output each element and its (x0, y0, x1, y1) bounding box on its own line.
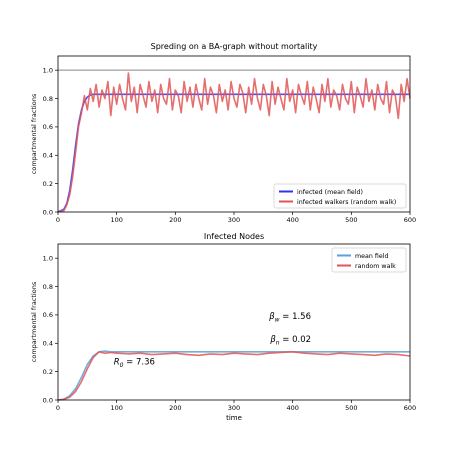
x-tick-label: 600 (404, 216, 416, 224)
legend-label: random walk (355, 263, 396, 270)
y-tick-label: 0.2 (43, 368, 53, 376)
legend: infected (mean field) infected walkers (r… (273, 183, 407, 209)
x-tick-label: 200 (169, 216, 181, 224)
x-tick-label: 500 (345, 216, 357, 224)
chart-top-ylabel: compartmental fractions (30, 93, 38, 174)
chart-bottom-xlabel: time (226, 414, 242, 422)
y-tick-label: 0.0 (43, 396, 53, 404)
y-tick-label: 0.8 (43, 283, 53, 291)
x-tick-label: 300 (228, 216, 240, 224)
series-line-2 (57, 72, 411, 213)
x-tick-label: 0 (56, 216, 60, 224)
y-tick-label: 0.8 (43, 95, 53, 103)
x-tick-label: 600 (404, 404, 416, 412)
x-tick-label: 500 (345, 404, 357, 412)
chart-bottom-title: Infected Nodes (204, 232, 264, 241)
legend-box (273, 183, 407, 209)
x-tick-label: 0 (56, 404, 60, 412)
legend-label: mean field (355, 253, 388, 260)
y-tick-label: 0.2 (43, 180, 53, 188)
x-tick-label: 200 (169, 404, 181, 412)
chart-bottom: Infected Nodes compartmental fractions t… (30, 232, 416, 422)
y-tick-label: 0.6 (43, 311, 53, 319)
y-tick-label: 1.0 (43, 66, 53, 74)
annotation: βw = 1.56 (268, 312, 311, 324)
legend: mean field random walk (331, 247, 407, 273)
x-tick-label: 400 (286, 404, 298, 412)
x-tick-label: 300 (228, 404, 240, 412)
chart-top-title: Spreding on a BA-graph without mortality (151, 42, 318, 51)
y-tick-label: 1.0 (43, 254, 53, 262)
series-line-2 (57, 351, 411, 401)
x-tick-label: 100 (110, 404, 122, 412)
y-tick-label: 0.6 (43, 123, 53, 131)
annotation: βn = 0.02 (269, 335, 311, 347)
annotation: R0 = 7.36 (114, 358, 155, 370)
legend-label: infected (mean field) (297, 189, 363, 196)
y-tick-label: 0.4 (43, 340, 53, 348)
legend-label: infected walkers (random walk) (297, 199, 396, 206)
y-tick-label: 0.0 (43, 208, 53, 216)
x-tick-label: 400 (286, 216, 298, 224)
series-line-1 (57, 350, 410, 401)
chart-bottom-ylabel: compartmental fractions (30, 281, 38, 362)
chart-top: Spreding on a BA-graph without mortality… (30, 42, 416, 224)
x-tick-label: 100 (110, 216, 122, 224)
y-tick-label: 0.4 (43, 152, 53, 160)
